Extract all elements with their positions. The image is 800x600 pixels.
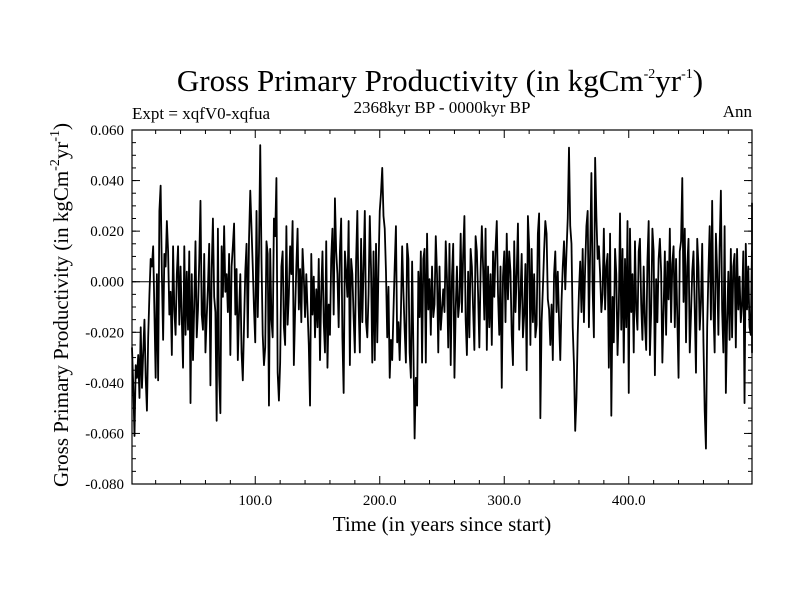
y-axis-label: Gross Primary Productivity (in kgCm-2yr-… xyxy=(48,123,73,487)
y-tick-label: 0.020 xyxy=(90,224,124,240)
axes: -0.080 -0.060 -0.040 -0.020 0.000 0.020 0.040 0… xyxy=(85,123,753,509)
x-tick-label: 100.0 xyxy=(238,493,272,509)
x-axis-label: Time (in years since start) xyxy=(333,512,552,536)
time-range-label: 2368kyr BP - 0000kyr BP xyxy=(354,98,531,117)
y-tick-label: -0.040 xyxy=(85,376,124,392)
y-tick-label: 0.040 xyxy=(90,174,124,190)
y-tick-label: -0.080 xyxy=(85,477,124,493)
y-tick-label: 0.060 xyxy=(90,123,124,139)
y-tick-label: 0.000 xyxy=(90,275,124,291)
season-label: Ann xyxy=(723,102,753,121)
x-tick-label: 300.0 xyxy=(487,493,521,509)
experiment-label: Expt = xqfV0-xqfua xyxy=(132,104,270,123)
x-tick-label: 200.0 xyxy=(363,493,397,509)
chart-title: Gross Primary Productivity (in kgCm-2yr-… xyxy=(177,63,703,98)
series-line-gpp xyxy=(131,144,753,450)
y-tick-label: -0.060 xyxy=(85,426,124,442)
data-series xyxy=(131,144,753,450)
tick-marks xyxy=(132,129,752,485)
x-tick-label: 400.0 xyxy=(612,493,646,509)
y-tick-label: -0.020 xyxy=(85,325,124,341)
